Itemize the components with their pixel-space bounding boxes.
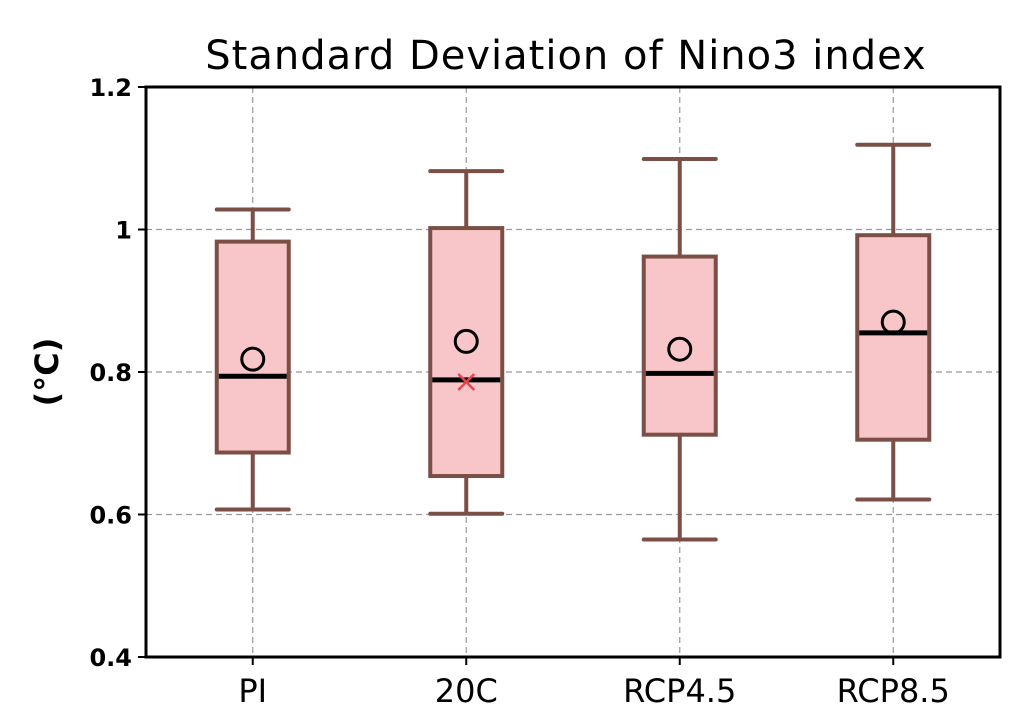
- x-tick-label: 20C: [435, 672, 498, 710]
- y-tick-label: 0.8: [89, 359, 132, 387]
- chart-title: Standard Deviation of Nino3 index: [205, 33, 926, 79]
- x-tick-label: PI: [238, 672, 267, 710]
- box-iqr: [855, 233, 932, 442]
- y-tick-label: 0.6: [89, 502, 132, 530]
- mean-marker: [453, 328, 479, 354]
- y-tick-label: 1: [115, 217, 132, 245]
- x-tick-label: RCP4.5: [623, 672, 736, 710]
- box-iqr: [641, 254, 718, 437]
- mean-marker: [880, 309, 906, 335]
- box-group-rcp85: [855, 142, 932, 502]
- x-tick-label: RCP8.5: [837, 672, 950, 710]
- y-tick-label: 1.2: [89, 74, 132, 102]
- boxplots: [214, 142, 932, 542]
- y-axis-label: (°C): [28, 338, 66, 407]
- box-iqr: [428, 226, 505, 479]
- x-marker-stroke-2: [457, 373, 476, 391]
- box-group-rcp45: [641, 156, 718, 542]
- mean-marker: [667, 336, 693, 362]
- y-tick-label: 0.4: [89, 644, 132, 672]
- box-group-pi: [214, 207, 291, 512]
- axes: 0.4 0.6 0.8 1 1.2 PI 20C RCP4.5 RCP8.5: [89, 74, 1002, 710]
- mean-marker: [240, 346, 266, 372]
- box-group-20c: [428, 169, 505, 516]
